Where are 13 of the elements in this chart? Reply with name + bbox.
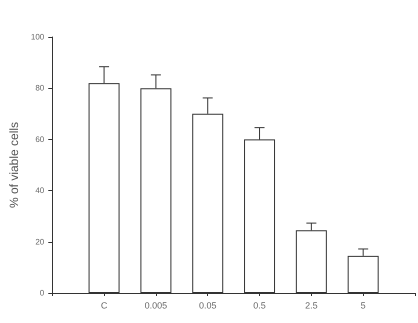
y-tick-label: 80: [35, 84, 45, 93]
y-tick-label: 100: [30, 32, 45, 42]
x-tick-label: 0.05: [198, 300, 216, 310]
x-tick-label: 5: [360, 300, 366, 310]
y-axis-title: % of viable cells: [7, 122, 21, 208]
y-tick-label: 60: [35, 134, 45, 144]
y-tick-label: 20: [35, 237, 45, 246]
x-tick-label: C: [100, 300, 108, 310]
x-tick-label: 2.5: [305, 300, 318, 310]
y-tick-label: 40: [35, 186, 45, 196]
x-tick-label: 0.005: [144, 300, 168, 310]
y-tick-label: 0: [40, 288, 45, 298]
x-tick-label: 0.5: [253, 300, 266, 310]
